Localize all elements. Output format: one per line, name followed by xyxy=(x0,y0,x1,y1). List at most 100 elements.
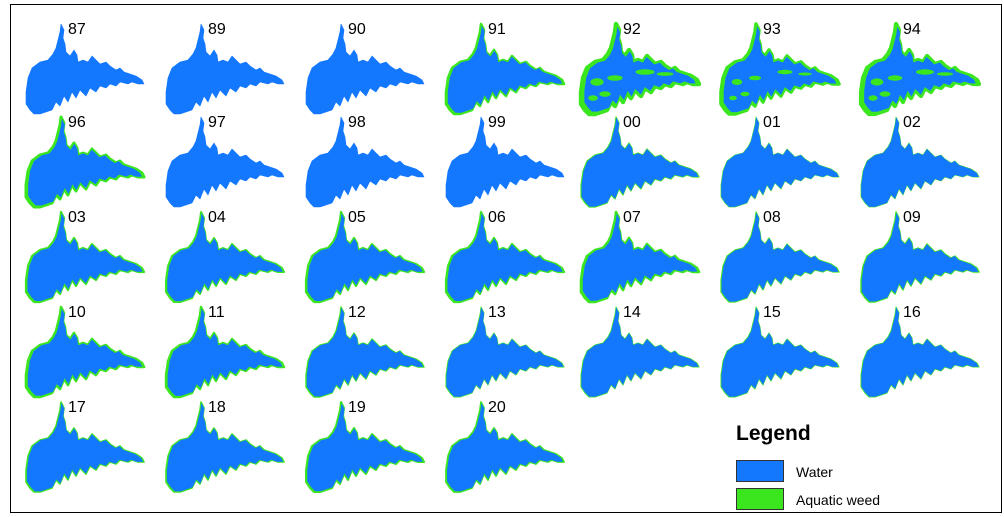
water-body xyxy=(167,213,283,302)
reservoir-shape xyxy=(720,306,840,398)
water-body xyxy=(861,212,979,302)
reservoir-map-87: 87 xyxy=(20,22,150,122)
reservoir-shape xyxy=(580,306,700,398)
year-label: 04 xyxy=(208,209,226,226)
reservoir-map-99: 99 xyxy=(440,115,570,215)
water-body xyxy=(306,24,424,114)
water-body xyxy=(28,118,142,206)
reservoir-shape xyxy=(580,116,700,208)
water-body xyxy=(446,307,564,397)
water-body xyxy=(166,117,284,207)
reservoir-map-09: 09 xyxy=(855,210,985,310)
reservoir-shape xyxy=(720,211,840,303)
reservoir-shape xyxy=(304,210,426,304)
water-body xyxy=(861,307,979,397)
reservoir-map-94: 94 xyxy=(855,22,985,122)
reservoir-shape xyxy=(165,23,285,115)
weed-patch xyxy=(656,72,674,76)
reservoir-shape xyxy=(305,401,425,493)
reservoir-map-00: 00 xyxy=(575,115,705,215)
reservoir-shape xyxy=(445,116,565,208)
reservoir-map-97: 97 xyxy=(160,115,290,215)
weed-patch xyxy=(777,69,793,75)
water-body xyxy=(307,213,423,301)
water-body xyxy=(721,117,839,207)
year-label: 89 xyxy=(208,21,226,38)
reservoir-map-19: 19 xyxy=(300,400,430,500)
legend-label-aquatic-weed: Aquatic weed xyxy=(796,492,881,508)
water-body xyxy=(581,307,699,397)
reservoir-map-04: 04 xyxy=(160,210,290,310)
year-label: 90 xyxy=(348,21,366,38)
water-body xyxy=(721,212,839,302)
water-body xyxy=(307,403,423,492)
reservoir-shape xyxy=(164,305,286,399)
reservoir-shape xyxy=(858,21,982,117)
reservoir-map-05: 05 xyxy=(300,210,430,310)
reservoir-shape xyxy=(24,115,146,209)
legend-title: Legend xyxy=(736,422,811,445)
year-label: 05 xyxy=(348,209,366,226)
water-body xyxy=(864,26,976,112)
water-body xyxy=(26,402,144,492)
year-label: 99 xyxy=(488,114,506,131)
water-body xyxy=(26,24,144,114)
year-label: 02 xyxy=(903,114,921,131)
water-body xyxy=(27,213,143,301)
water-body xyxy=(581,117,699,207)
year-label: 92 xyxy=(623,21,641,38)
water-body xyxy=(861,117,979,207)
water-body xyxy=(446,117,564,207)
year-label: 14 xyxy=(623,304,641,321)
year-label: 11 xyxy=(208,304,225,321)
year-label: 18 xyxy=(208,399,226,416)
reservoir-shape xyxy=(444,210,566,304)
reservoir-map-90: 90 xyxy=(300,22,430,122)
reservoir-shape xyxy=(720,116,840,208)
year-label: 19 xyxy=(348,399,366,416)
reservoir-map-10: 10 xyxy=(20,305,150,405)
year-label: 93 xyxy=(763,21,781,38)
year-label: 12 xyxy=(348,304,366,321)
water-body xyxy=(723,26,837,113)
year-label: 06 xyxy=(488,209,506,226)
water-body xyxy=(306,307,424,397)
weed-patch xyxy=(599,91,611,97)
water-body xyxy=(306,117,424,207)
weed-patch xyxy=(868,95,878,101)
reservoir-shape xyxy=(444,22,566,116)
year-label: 13 xyxy=(488,304,506,321)
water-swatch xyxy=(736,460,784,482)
year-label: 17 xyxy=(68,399,86,416)
water-body xyxy=(447,213,563,301)
year-label: 91 xyxy=(488,21,506,38)
weed-patch xyxy=(936,72,954,76)
water-body xyxy=(447,25,563,113)
year-label: 15 xyxy=(763,304,781,321)
water-body xyxy=(721,307,839,397)
weed-patch xyxy=(740,91,750,97)
year-label: 00 xyxy=(623,114,641,131)
year-label: 97 xyxy=(208,114,226,131)
reservoir-shape xyxy=(860,306,980,398)
reservoir-map-96: 96 xyxy=(20,115,150,215)
year-label: 10 xyxy=(68,304,86,321)
reservoir-map-06: 06 xyxy=(440,210,570,310)
reservoir-map-01: 01 xyxy=(715,115,845,215)
water-body xyxy=(166,402,284,492)
reservoir-map-15: 15 xyxy=(715,305,845,405)
reservoir-map-91: 91 xyxy=(440,22,570,122)
aquatic-weed-swatch xyxy=(736,488,784,510)
year-label: 07 xyxy=(623,209,641,226)
reservoir-map-98: 98 xyxy=(300,115,430,215)
weed-patch xyxy=(870,78,884,86)
legend: Legend Water Aquatic weed xyxy=(722,418,992,513)
weed-patch xyxy=(729,95,737,101)
reservoir-map-18: 18 xyxy=(160,400,290,500)
year-label: 01 xyxy=(763,114,781,131)
reservoir-shape xyxy=(305,23,425,115)
reservoir-shape xyxy=(445,401,565,493)
legend-label-water: Water xyxy=(796,464,833,480)
water-body xyxy=(166,24,284,114)
water-body xyxy=(584,26,696,112)
